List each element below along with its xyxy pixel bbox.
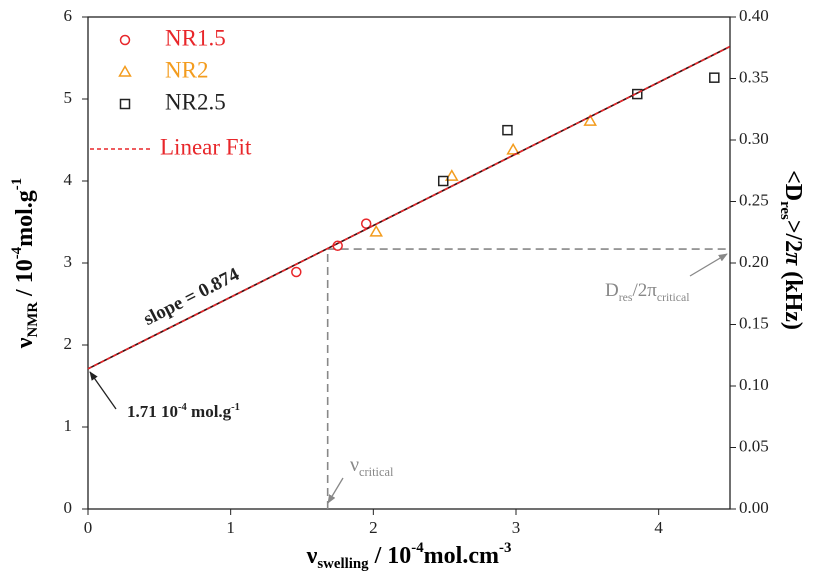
d-critical-annotation-part: res: [619, 291, 633, 304]
x-axis-label-part: -4: [411, 540, 424, 556]
y2-axis-label-part: res: [777, 201, 793, 220]
point: [502, 124, 513, 136]
x-axis-label: νswelling / 10-4mol.cm-3: [306, 540, 512, 572]
y2-tick-label: 0.35: [739, 67, 769, 86]
y2-tick-label: 0.15: [739, 313, 769, 332]
nu-critical-annotation-part: ν: [350, 454, 359, 476]
legend-label: NR2.5: [165, 89, 226, 114]
y-tick-label: 3: [64, 252, 73, 271]
point: [437, 175, 449, 187]
y-tick-label: 0: [64, 498, 73, 517]
y-axis-label-part: -4: [9, 246, 25, 259]
y-axis-label-part: ν: [12, 337, 38, 349]
y2-tick-label: 0.40: [739, 6, 769, 25]
y2-axis-label-part: π: [780, 252, 806, 266]
x-axis-label-part: mol.cm: [424, 543, 499, 569]
y2-axis-label: <Dres>/2π (kHz): [777, 170, 807, 330]
d-critical-annotation: Dres/2πcritical: [605, 280, 690, 304]
y-axis-label: νNMR / 10-4mol.g-1: [9, 178, 41, 349]
y-tick-label: 4: [64, 170, 73, 189]
y-tick-label: 1: [64, 416, 73, 435]
x-tick-label: 2: [369, 518, 378, 537]
y2-tick-label: 0.20: [739, 252, 769, 271]
y2-axis-label-part: <D: [780, 170, 806, 201]
point: [583, 114, 597, 126]
x-tick-label: 4: [654, 518, 663, 537]
intercept-annotation-part: 1.71 10: [127, 402, 178, 421]
legend-label: NR2: [165, 57, 208, 82]
x-axis-label-part: -3: [499, 540, 511, 556]
d-critical-annotation-part: /2π: [632, 280, 657, 301]
x-tick-label: 3: [512, 518, 521, 537]
critical-arrow: [327, 477, 344, 504]
x-axis-label-part: swelling: [317, 556, 369, 572]
y-tick-label: 2: [64, 334, 73, 353]
x-axis-label-part: ν: [306, 543, 318, 569]
legend-label: NR1.5: [165, 25, 226, 50]
intercept-annotation-part: mol.g: [187, 402, 232, 421]
intercept-annotation-part: -4: [178, 402, 188, 413]
x-tick-label: 1: [226, 518, 235, 537]
y2-tick-label: 0.25: [739, 190, 769, 209]
point: [369, 224, 383, 237]
y-axis-label-part: NMR: [25, 302, 41, 338]
d-critical-annotation-part: critical: [657, 291, 690, 304]
legend-marker: [119, 34, 131, 46]
critical-arrow: [689, 253, 728, 277]
legend-marker: [118, 65, 132, 77]
point: [632, 88, 643, 100]
y2-tick-label: 0.05: [739, 436, 769, 455]
y2-tick-label: 0.30: [739, 129, 769, 148]
point: [709, 72, 720, 83]
nu-critical-annotation: νcritical: [350, 454, 394, 479]
y-tick-label: 5: [64, 88, 73, 107]
d-critical-annotation-part: D: [605, 280, 619, 301]
intercept-arrow: [89, 371, 117, 410]
x-axis-label-part: / 10: [369, 543, 412, 569]
y-axis-label-part: / 10: [12, 259, 38, 302]
y2-tick-label: 0.10: [739, 375, 769, 394]
point: [506, 142, 520, 155]
nu-critical-annotation-part: critical: [359, 465, 394, 479]
intercept-annotation: 1.71 10-4 mol.g-1: [127, 402, 240, 421]
intercept-annotation-part: -1: [231, 402, 240, 413]
y-tick-label: 6: [64, 6, 73, 25]
y2-axis-label-part: (kHz): [780, 265, 806, 330]
slope-annotation: slope = 0.874: [140, 264, 243, 330]
legend-marker: [119, 98, 131, 110]
y2-tick-label: 0.00: [739, 498, 769, 517]
point: [291, 266, 302, 278]
y-axis-label-part: mol.g: [12, 190, 38, 247]
legend-label: Linear Fit: [160, 134, 252, 159]
x-tick-label: 0: [84, 518, 93, 537]
point: [360, 218, 372, 229]
fit-line: [87, 45, 731, 370]
y-axis-label-part: -1: [9, 178, 25, 190]
point: [444, 169, 459, 181]
y2-axis-label-part: >/2: [780, 220, 806, 252]
